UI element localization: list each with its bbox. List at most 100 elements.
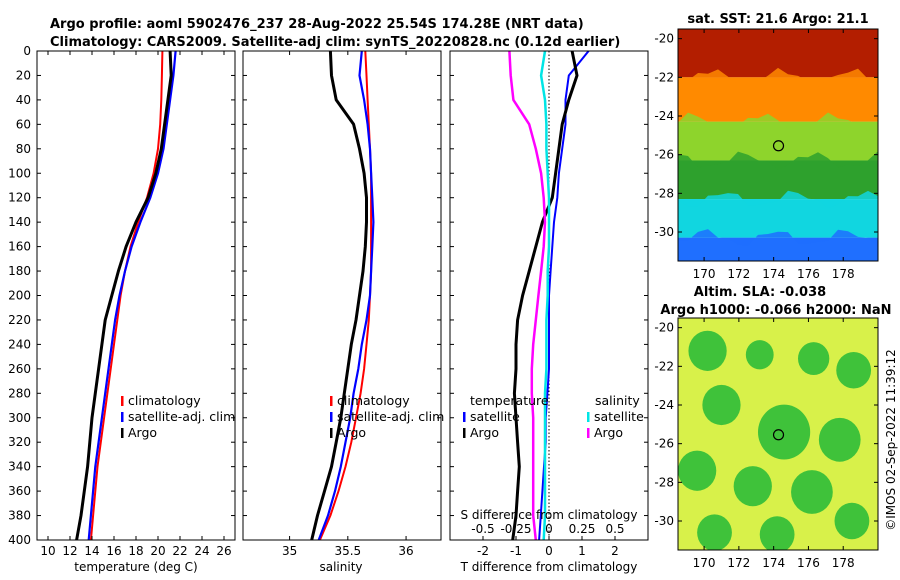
- map-y-tick-label: -20: [654, 321, 674, 335]
- sla-map-frame: [677, 317, 879, 551]
- x-tick-label: 2: [611, 544, 619, 558]
- map-x-tick-label: 176: [797, 556, 820, 570]
- sla-blob: [745, 340, 774, 370]
- depth-tick-label: 260: [8, 362, 31, 376]
- depth-tick-label: 60: [16, 117, 31, 131]
- sla-blob: [791, 470, 833, 514]
- x-tick-label: 0.5: [605, 522, 624, 536]
- difference-legend: temperature salinity satellite Argo sate…: [463, 393, 644, 440]
- argo-location-marker: [772, 429, 785, 441]
- salinity-legend-argo: Argo: [337, 425, 366, 440]
- x-tick-label: 20: [150, 544, 165, 558]
- x-tick-label: 0: [545, 544, 553, 558]
- x-tick-label: 14: [84, 544, 99, 558]
- legend-swatch-satellite: [121, 412, 124, 422]
- legend-swatch-s-argo: [587, 428, 590, 438]
- depth-tick-label: 380: [8, 509, 31, 523]
- series-line-salinity-satellite: [539, 50, 551, 541]
- map-x-tick-label: 170: [693, 267, 716, 281]
- legend-swatch-argo: [121, 428, 124, 438]
- sla-map-title2: Argo h1000: -0.066 h2000: NaN: [660, 303, 891, 318]
- depth-tick-label: 0: [23, 44, 31, 58]
- legend-swatch-t-argo: [463, 428, 466, 438]
- legend-t-satellite: satellite: [470, 409, 520, 424]
- sst-band: [678, 237, 878, 261]
- x-tick-label: -0.25: [500, 522, 531, 536]
- temperature-legend-climatology: climatology: [128, 393, 201, 408]
- x-tick-label: 0.25: [569, 522, 596, 536]
- depth-tick-label: 40: [16, 93, 31, 107]
- sla-blob: [697, 514, 732, 550]
- series-line-climatology: [318, 50, 373, 541]
- temperature-legend-argo: Argo: [128, 425, 157, 440]
- x-tick-label: 36: [398, 544, 413, 558]
- sla-blob: [759, 516, 795, 550]
- legend-swatch-climatology: [330, 396, 333, 406]
- series-line-climatology: [89, 50, 164, 541]
- sla-blobs: [678, 330, 872, 550]
- depth-tick-label: 140: [8, 215, 31, 229]
- legend-swatch-s-satellite: [587, 412, 590, 422]
- sla-blob: [758, 404, 811, 460]
- difference-xlabel: T difference from climatology: [460, 560, 638, 574]
- map-x-tick-label: 176: [797, 267, 820, 281]
- salinity-legend-climatology: climatology: [337, 393, 410, 408]
- sla-blob: [688, 330, 727, 371]
- map-y-tick-label: -22: [654, 70, 674, 84]
- depth-tick-label: 340: [8, 460, 31, 474]
- depth-tick-label: 220: [8, 313, 31, 327]
- depth-tick-label: 100: [8, 166, 31, 180]
- sst-map: sat. SST: 21.6 Argo: 21.1 -20 -22 -24 -26 -2…: [654, 12, 879, 281]
- depth-tick-label: 240: [8, 337, 31, 351]
- x-tick-label: 12: [62, 544, 77, 558]
- sla-blob: [678, 450, 717, 491]
- map-y-tick-label: -20: [654, 32, 674, 46]
- map-x-tick-label: 174: [762, 556, 785, 570]
- legend-t-argo: Argo: [470, 425, 499, 440]
- map-y-tick-label: -28: [654, 475, 674, 489]
- depth-tick-label: 300: [8, 411, 31, 425]
- temperature-axes-frame: [36, 50, 236, 541]
- sst-band-edge: [678, 112, 878, 132]
- sst-band-edge: [678, 229, 878, 247]
- depth-tick-label: 120: [8, 191, 31, 205]
- series-line-temperature-argo: [511, 50, 579, 541]
- x-tick-label: 16: [106, 544, 121, 558]
- x-tick-label: 1: [578, 544, 586, 558]
- map-x-tick-label: 178: [832, 556, 855, 570]
- sla-map-title1: Altim. SLA: -0.038: [694, 285, 826, 300]
- salinity-panel: 35 35.5 36 salinity climatology satellite-…: [242, 50, 444, 574]
- x-tick-label: 35: [282, 544, 297, 558]
- x-tick-label: 26: [216, 544, 231, 558]
- x-tick-label: 22: [172, 544, 187, 558]
- sla-blob: [702, 384, 741, 426]
- map-y-tick-label: -30: [654, 225, 674, 239]
- series-line-satellite-adj-clim: [317, 50, 375, 541]
- salinity-legend: climatology satellite-adj. clim Argo: [330, 393, 444, 440]
- legend-swatch-t-satellite: [463, 412, 466, 422]
- x-tick-label: 0: [545, 522, 553, 536]
- depth-tick-label: 280: [8, 386, 31, 400]
- argo-location-marker: [772, 140, 785, 152]
- sst-band-edge: [678, 151, 878, 170]
- sst-band-edge: [678, 67, 878, 88]
- salinity-axes-frame: [242, 50, 442, 541]
- map-y-tick-label: -22: [654, 359, 674, 373]
- map-x-tick-label: 170: [693, 556, 716, 570]
- credit-timestamp: ©IMOS 02-Sep-2022 11:39:12: [884, 349, 898, 531]
- sst-map-frame: [677, 28, 879, 262]
- legend-swatch-climatology: [121, 396, 124, 406]
- sla-map: Altim. SLA: -0.038 Argo h1000: -0.066 h2…: [654, 285, 891, 570]
- map-x-tick-label: 178: [832, 267, 855, 281]
- series-line-argo: [310, 50, 368, 541]
- x-tick-label: 10: [40, 544, 55, 558]
- sst-band-edge: [678, 190, 878, 209]
- depth-tick-label: 180: [8, 264, 31, 278]
- map-y-tick-label: -24: [654, 398, 674, 412]
- depth-tick-label: 200: [8, 289, 31, 303]
- figure-title-line1: Argo profile: aoml 5902476_237 28-Aug-20…: [50, 17, 584, 32]
- x-tick-label: 24: [194, 544, 209, 558]
- depth-tick-label: 160: [8, 240, 31, 254]
- temperature-legend-satellite: satellite-adj. clim: [128, 409, 235, 424]
- depth-tick-label: 20: [16, 68, 31, 82]
